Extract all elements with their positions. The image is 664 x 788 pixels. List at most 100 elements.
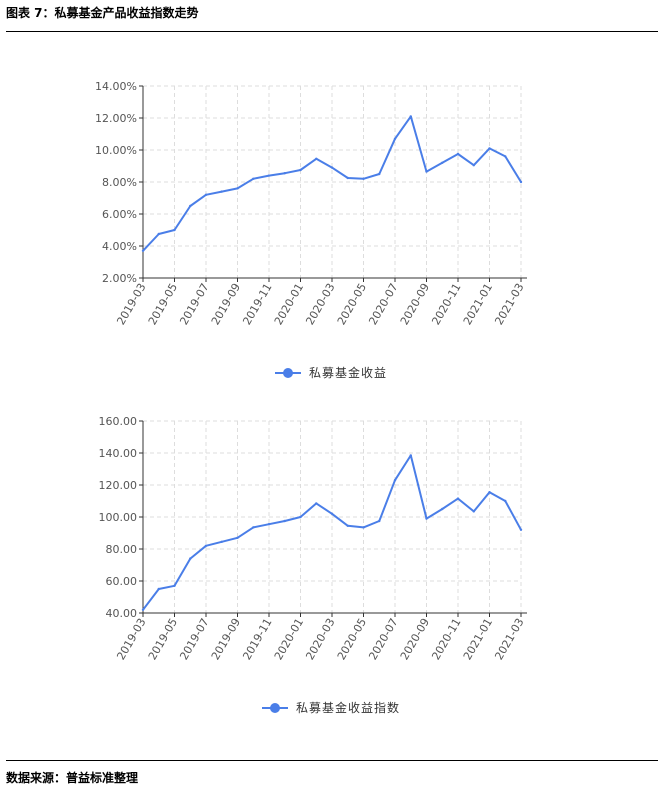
data-point <box>504 155 507 158</box>
data-point <box>252 177 255 180</box>
yield-line-chart: 2.00% 4.00% 6.00% 8.00% 10.00% 12.00% 14.00% 20… <box>95 80 527 380</box>
data-point <box>330 166 334 169</box>
x-tick-label: 2021-03 <box>492 616 526 662</box>
bottom-divider <box>6 760 658 761</box>
data-point <box>393 137 397 140</box>
data-point <box>362 526 365 529</box>
index-line-chart: 40.00 60.00 80.00 100.00 120.00 140.00 160.00 2… <box>99 415 527 715</box>
data-point <box>189 204 192 208</box>
data-point <box>456 497 460 500</box>
x-tick-label: 2019-07 <box>177 281 211 327</box>
data-point <box>441 161 444 164</box>
y-tick-label: 140.00 <box>99 447 138 460</box>
x-tick-label: 2019-05 <box>146 281 180 327</box>
data-point <box>157 587 160 591</box>
figure-title: 图表 7：私募基金产品收益指数走势 <box>6 6 199 20</box>
x-tick-label: 2021-03 <box>492 281 526 327</box>
x-tick-label: 2019-07 <box>177 616 211 662</box>
y-tick-label: 80.00 <box>106 543 138 556</box>
data-point <box>252 526 255 529</box>
x-tick-label: 2019-09 <box>209 281 243 327</box>
data-point <box>362 177 365 180</box>
data-point <box>409 115 412 118</box>
data-point <box>425 170 428 173</box>
x-tick-label: 2020-11 <box>429 616 463 662</box>
x-tick-label: 2021-01 <box>461 616 495 662</box>
x-tick-label: 2020-07 <box>366 281 400 327</box>
data-point <box>315 502 318 505</box>
data-point <box>488 491 491 494</box>
legend-swatch-marker <box>283 368 293 378</box>
data-point <box>173 584 176 587</box>
data-point <box>267 523 271 526</box>
data-point <box>267 174 271 177</box>
legend-label: 私募基金收益指数 <box>296 700 400 715</box>
top-divider <box>6 31 658 32</box>
x-tick-label: 2020-01 <box>272 616 306 662</box>
x-tick-label: 2020-05 <box>335 616 369 662</box>
y-tick-label: 14.00% <box>95 80 137 93</box>
data-point <box>409 454 412 457</box>
data-point <box>346 524 349 527</box>
data-point <box>441 507 444 511</box>
data-point <box>236 187 239 190</box>
x-tick-label: 2019-03 <box>114 281 148 327</box>
data-point <box>393 479 397 482</box>
x-tick-label: 2019-11 <box>240 616 274 662</box>
data-point <box>236 536 239 539</box>
data-point <box>456 152 460 156</box>
x-tick-label: 2019-09 <box>209 616 243 662</box>
data-point <box>299 515 302 519</box>
x-tick-label: 2019-11 <box>240 281 274 327</box>
data-point <box>472 510 475 513</box>
data-point <box>283 172 286 175</box>
data-point <box>519 528 523 531</box>
data-point <box>141 608 145 611</box>
data-point <box>220 190 223 193</box>
data-point <box>189 557 192 560</box>
x-tick-label: 2020-09 <box>398 281 432 327</box>
x-tick-label: 2019-03 <box>114 616 148 662</box>
x-tick-label: 2020-07 <box>366 616 400 662</box>
y-tick-label: 120.00 <box>99 479 138 492</box>
y-tick-label: 6.00% <box>102 208 137 221</box>
data-point <box>425 517 428 520</box>
data-point <box>141 249 145 252</box>
data-point <box>299 168 302 172</box>
x-tick-label: 2020-03 <box>303 281 337 327</box>
legend-label: 私募基金收益 <box>309 365 387 380</box>
x-tick-label: 2021-01 <box>461 281 495 327</box>
data-point <box>472 164 475 167</box>
data-point <box>378 172 381 176</box>
data-source-note: 数据来源：普益标准整理 <box>6 771 139 785</box>
data-point <box>220 540 223 543</box>
y-tick-label: 10.00% <box>95 144 137 157</box>
x-tick-label: 2020-05 <box>335 281 369 327</box>
data-point <box>283 519 286 523</box>
data-point <box>157 232 160 236</box>
y-tick-label: 2.00% <box>102 272 137 285</box>
y-tick-label: 12.00% <box>95 112 137 125</box>
data-point <box>519 180 523 184</box>
data-point <box>488 147 491 150</box>
x-tick-label: 2020-01 <box>272 281 306 327</box>
y-tick-label: 100.00 <box>99 511 138 524</box>
y-tick-label: 160.00 <box>99 415 138 428</box>
data-point <box>315 157 318 160</box>
x-tick-label: 2020-03 <box>303 616 337 662</box>
data-point <box>346 176 349 180</box>
data-point <box>330 512 334 515</box>
data-point <box>173 228 176 232</box>
y-tick-label: 60.00 <box>106 575 138 588</box>
x-tick-label: 2019-05 <box>146 616 180 662</box>
x-tick-label: 2020-09 <box>398 616 432 662</box>
y-tick-label: 40.00 <box>106 607 138 620</box>
y-tick-label: 4.00% <box>102 240 137 253</box>
x-tick-label: 2020-11 <box>429 281 463 327</box>
data-point <box>204 193 208 196</box>
data-point <box>204 544 208 547</box>
y-tick-label: 8.00% <box>102 176 137 189</box>
legend-swatch-marker <box>270 703 280 713</box>
data-point <box>504 499 507 503</box>
data-point <box>378 519 381 523</box>
